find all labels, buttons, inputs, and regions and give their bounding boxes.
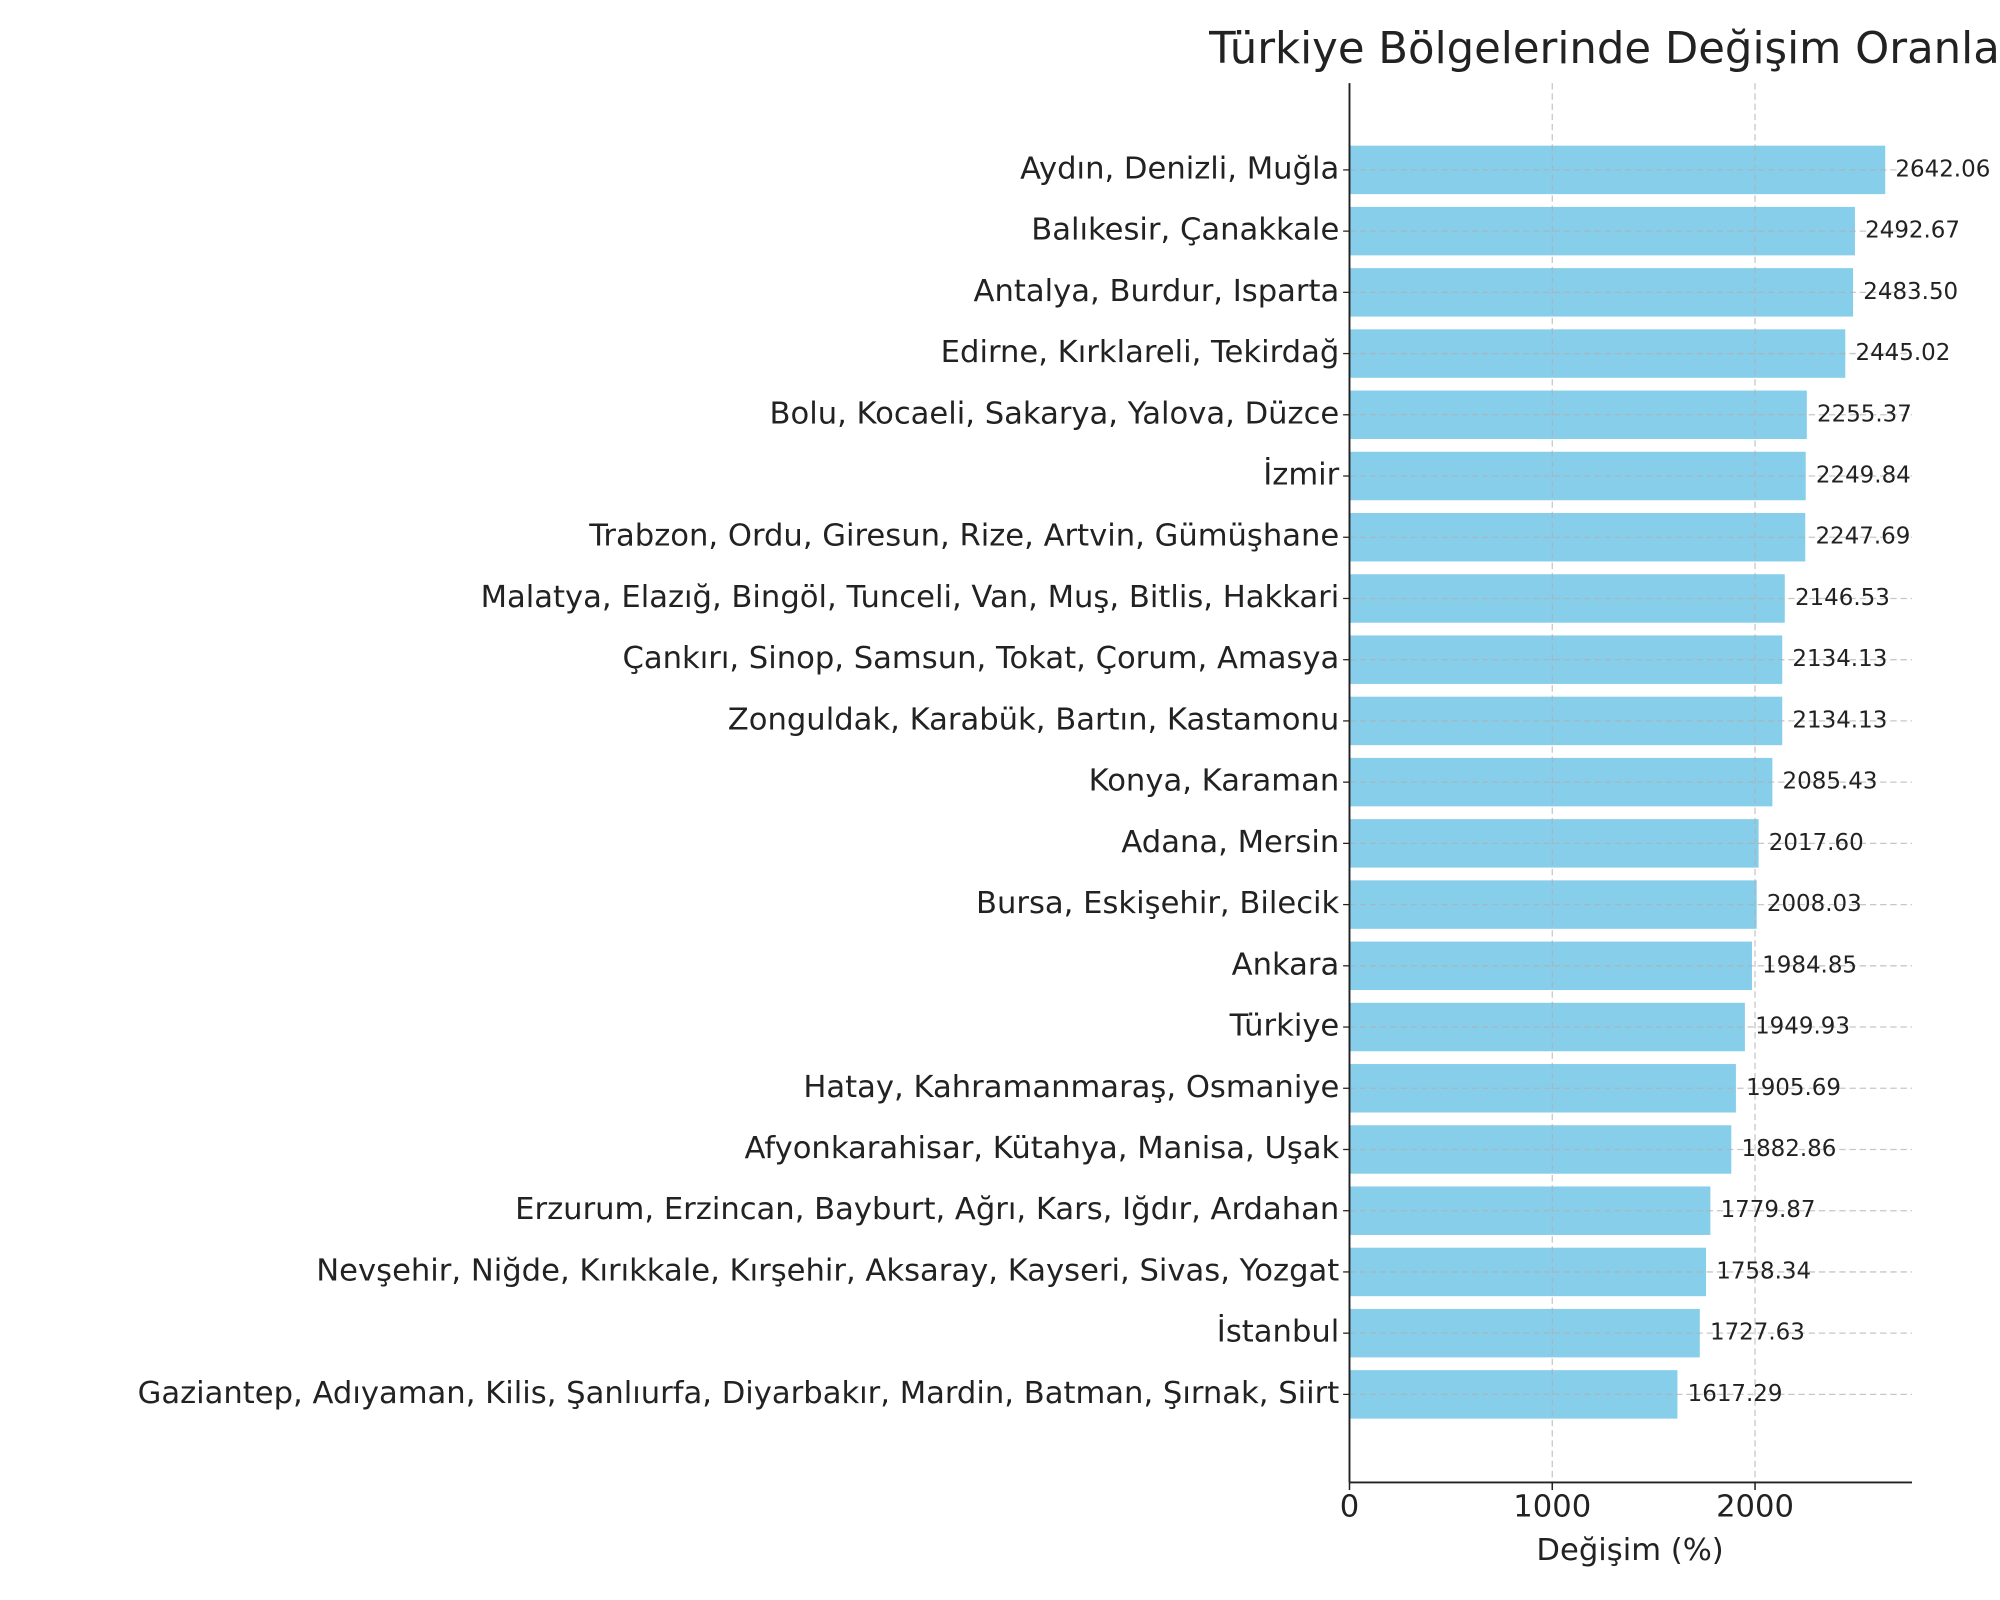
y-tick-label: Bolu, Kocaeli, Sakarya, Yalova, Düzce xyxy=(769,396,1339,431)
value-label: 1949.93 xyxy=(1755,1014,1850,1040)
y-tick-label: Nevşehir, Niğde, Kırıkkale, Kırşehir, Ak… xyxy=(316,1253,1339,1288)
y-tick-label: Türkiye xyxy=(1229,1009,1340,1044)
y-tick-label: Antalya, Burdur, Isparta xyxy=(974,274,1340,309)
value-label: 1727.63 xyxy=(1710,1320,1805,1346)
y-tick-label: Aydın, Denizli, Muğla xyxy=(1020,151,1339,186)
y-tick-label: Hatay, Kahramanmaraş, Osmaniye xyxy=(803,1070,1339,1105)
value-label: 2255.37 xyxy=(1817,401,1912,427)
value-label: 2008.03 xyxy=(1767,891,1862,917)
y-tick-label: Malatya, Elazığ, Bingöl, Tunceli, Van, M… xyxy=(481,580,1340,615)
x-axis-label: Değişim (%) xyxy=(1536,1533,1723,1568)
value-label: 2249.84 xyxy=(1816,463,1911,489)
value-label: 1779.87 xyxy=(1721,1197,1816,1223)
value-label: 1617.29 xyxy=(1688,1381,1783,1407)
value-label: 2492.67 xyxy=(1865,218,1960,244)
x-tick-label: 2000 xyxy=(1716,1489,1794,1524)
y-tick-label: Erzurum, Erzincan, Bayburt, Ağrı, Kars, … xyxy=(515,1192,1339,1227)
y-tick-label: Çankırı, Sinop, Samsun, Tokat, Çorum, Am… xyxy=(622,641,1339,676)
value-label: 1758.34 xyxy=(1716,1258,1811,1284)
y-tick-label: Adana, Mersin xyxy=(1121,825,1339,860)
value-label: 1882.86 xyxy=(1741,1136,1836,1162)
x-tick-label: 0 xyxy=(1340,1489,1359,1524)
y-tick-label: Bursa, Eskişehir, Bilecik xyxy=(976,886,1340,921)
value-label: 2085.43 xyxy=(1783,769,1878,795)
x-tick-label: 1000 xyxy=(1513,1489,1591,1524)
chart-title: Türkiye Bölgelerinde Değişim Oranla xyxy=(1208,24,2000,74)
value-label: 1984.85 xyxy=(1762,952,1857,978)
y-tick-label: Gaziantep, Adıyaman, Kilis, Şanlıurfa, D… xyxy=(138,1376,1340,1411)
y-tick-label: Ankara xyxy=(1232,947,1340,982)
y-tick-label: Balıkesir, Çanakkale xyxy=(1031,213,1339,248)
y-tick-label: İzmir xyxy=(1263,457,1339,493)
value-label: 2134.13 xyxy=(1792,646,1887,672)
y-tick-label: Edirne, Kırklareli, Tekirdağ xyxy=(941,335,1340,370)
value-label: 2017.60 xyxy=(1769,830,1864,856)
y-tick-label: Konya, Karaman xyxy=(1089,764,1340,799)
value-label: 2146.53 xyxy=(1795,585,1890,611)
value-label: 2247.69 xyxy=(1815,524,1910,550)
y-tick-label: İstanbul xyxy=(1217,1314,1339,1350)
y-tick-label: Trabzon, Ordu, Giresun, Rize, Artvin, Gü… xyxy=(588,519,1339,554)
value-label: 2642.06 xyxy=(1895,156,1990,182)
y-tick-label: Zonguldak, Karabük, Bartın, Kastamonu xyxy=(728,702,1340,737)
bar xyxy=(1349,880,1757,929)
value-label: 2134.13 xyxy=(1792,707,1887,733)
y-tick-label: Afyonkarahisar, Kütahya, Manisa, Uşak xyxy=(745,1131,1340,1166)
value-label: 2445.02 xyxy=(1855,340,1950,366)
value-label: 1905.69 xyxy=(1746,1075,1841,1101)
value-label: 2483.50 xyxy=(1863,279,1958,305)
